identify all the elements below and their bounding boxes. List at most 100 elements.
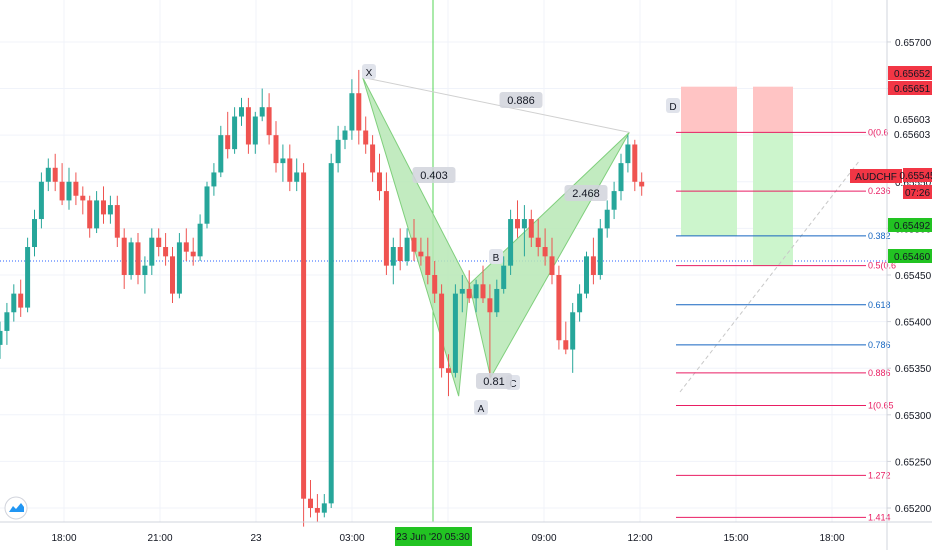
pattern-point-d: D: [669, 102, 676, 113]
candle-body: [156, 237, 162, 248]
price-badge-label: 07:26: [905, 188, 930, 199]
candle-body: [142, 265, 148, 275]
candle-body: [632, 144, 638, 182]
pattern-point-c: C: [509, 379, 516, 390]
candle-body: [45, 167, 51, 182]
candle-body: [232, 116, 238, 150]
crosshair-time-label: 23 Jun '20 05:30: [396, 532, 470, 543]
candle-body: [218, 135, 224, 173]
candle-body: [135, 242, 141, 275]
candle-body: [556, 274, 562, 341]
pattern-ratio-label: 0.81: [483, 376, 504, 388]
candle-body: [521, 219, 527, 229]
candle-body: [487, 298, 493, 313]
pattern-labels: X A B C D 0.886 0.403 2.468 0.81: [362, 64, 680, 415]
candles: [0, 69, 645, 527]
candle-body: [101, 200, 106, 215]
candle-body: [563, 340, 569, 350]
time-tick-label: 03:00: [339, 533, 364, 544]
fib-level-label: 0(0.65: [868, 127, 894, 137]
fib-level-label: 0.618: [868, 300, 891, 310]
candle-body: [439, 293, 445, 369]
candle-body: [59, 181, 65, 201]
pattern-point-x: X: [366, 68, 373, 79]
candle-body: [32, 219, 37, 248]
time-tick-label: 09:00: [531, 533, 556, 544]
candle-body: [301, 172, 307, 499]
candle-body: [183, 242, 189, 252]
price-badge-label: 0.65545: [899, 171, 932, 182]
candle-body: [308, 498, 313, 509]
candle-body: [542, 247, 548, 257]
candle-body: [473, 284, 479, 299]
price-badge-label: 0.65460: [894, 252, 931, 263]
stop-loss-zone[interactable]: [681, 86, 737, 133]
stop-loss-zone[interactable]: [753, 86, 793, 133]
price-badge-target: [888, 249, 932, 263]
harmonic-pattern[interactable]: [362, 76, 630, 397]
pattern-point-badge: [489, 249, 503, 264]
time-tick-label: 21:00: [147, 533, 172, 544]
price-badge-entry: [888, 127, 932, 141]
candle-body: [335, 139, 341, 164]
candle-body: [80, 195, 86, 201]
candle-body: [273, 135, 279, 164]
candle-body: [432, 274, 438, 294]
tradingview-logo[interactable]: [4, 496, 28, 520]
candle-body: [590, 256, 596, 275]
candle-body: [18, 293, 24, 308]
time-tick-label: 18:00: [51, 533, 76, 544]
take-profit-zone[interactable]: [681, 132, 737, 236]
candle-body: [411, 237, 417, 252]
price-badge-countdown: [903, 185, 932, 199]
time-tick-label: 15:00: [723, 533, 748, 544]
candle-body: [287, 158, 293, 182]
candle-body: [52, 167, 58, 182]
candle-body: [114, 205, 120, 238]
candle-body: [225, 135, 231, 150]
time-tick-label: 23: [250, 533, 262, 544]
ratio-badge: [412, 167, 456, 183]
price-badge-label: 0.65652: [894, 69, 931, 80]
candle-body: [314, 508, 320, 513]
candle-body: [170, 256, 175, 294]
candle-body: [597, 228, 603, 275]
candle-body: [549, 256, 555, 275]
candle-body: [321, 503, 327, 513]
price-tick-label: 0.65350: [895, 364, 932, 375]
candle-body: [383, 191, 389, 266]
candle-body: [280, 158, 286, 164]
candle-body: [501, 265, 507, 289]
ratio-badge: [476, 373, 512, 389]
price-badge-stop: [888, 81, 932, 95]
candle-body: [466, 288, 472, 299]
fib-level-label: 1(0.65: [868, 400, 894, 410]
take-profit-zone[interactable]: [753, 132, 793, 266]
candle-body: [625, 144, 631, 164]
price-badge-label: 0.65651: [894, 84, 931, 95]
candle-body: [176, 242, 182, 294]
price-tick-label: 0.65250: [895, 457, 932, 468]
candle-body: [328, 163, 334, 504]
price-tick-label: 0.65300: [895, 411, 932, 422]
price-badge-target: [888, 218, 932, 232]
candle-body: [190, 251, 196, 257]
candle-body: [604, 209, 610, 229]
price-badge-label: AUDCHF: [855, 172, 897, 183]
price-badge-label: 0.65603: [894, 130, 931, 141]
candle-body: [66, 181, 72, 201]
price-badge-symbol: [850, 169, 902, 183]
fib-level-label: 0.786: [868, 340, 891, 350]
candle-body: [515, 219, 520, 229]
fib-level-label: 1.272: [868, 470, 891, 480]
price-badge-entry: [888, 112, 932, 126]
pattern-xd-line[interactable]: [362, 76, 630, 133]
candle-body: [94, 200, 100, 229]
candle-body: [639, 181, 645, 187]
candle-body: [73, 181, 79, 196]
candle-body: [0, 330, 3, 345]
candle-body: [25, 247, 31, 308]
candle-body: [425, 256, 431, 275]
candle-body: [528, 219, 534, 238]
